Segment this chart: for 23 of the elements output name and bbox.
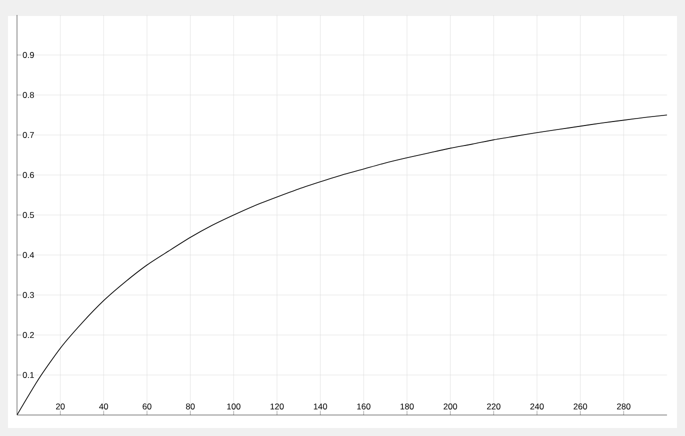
y-tick-label: 0.9 [22, 52, 34, 58]
y-tick-label: 0.3 [22, 292, 34, 298]
x-tick-label: 260 [574, 403, 588, 410]
y-tick-label: 0.8 [22, 92, 34, 98]
y-tick-label: 0.2 [22, 332, 34, 338]
x-tick-label: 240 [530, 403, 544, 410]
y-tick-label: 0.4 [22, 252, 34, 258]
x-tick-label: 160 [357, 403, 370, 410]
y-tick-label: 0.7 [22, 132, 34, 138]
x-tick-label: 180 [400, 403, 414, 410]
x-tick-label: 40 [99, 403, 108, 410]
y-tick-label: 0.6 [22, 172, 34, 178]
x-tick-label: 20 [56, 403, 65, 410]
x-tick-label: 80 [186, 403, 195, 410]
x-tick-label: 60 [142, 403, 152, 410]
x-tick-label: 220 [487, 403, 500, 410]
y-tick-label: 0.5 [22, 212, 34, 218]
x-tick-label: 100 [227, 403, 240, 410]
x-tick-label: 280 [617, 403, 630, 410]
y-tick-label: 0.1 [22, 372, 34, 378]
x-tick-label: 120 [270, 403, 284, 410]
x-tick-label: 140 [314, 403, 328, 410]
x-tick-label: 200 [444, 403, 458, 410]
